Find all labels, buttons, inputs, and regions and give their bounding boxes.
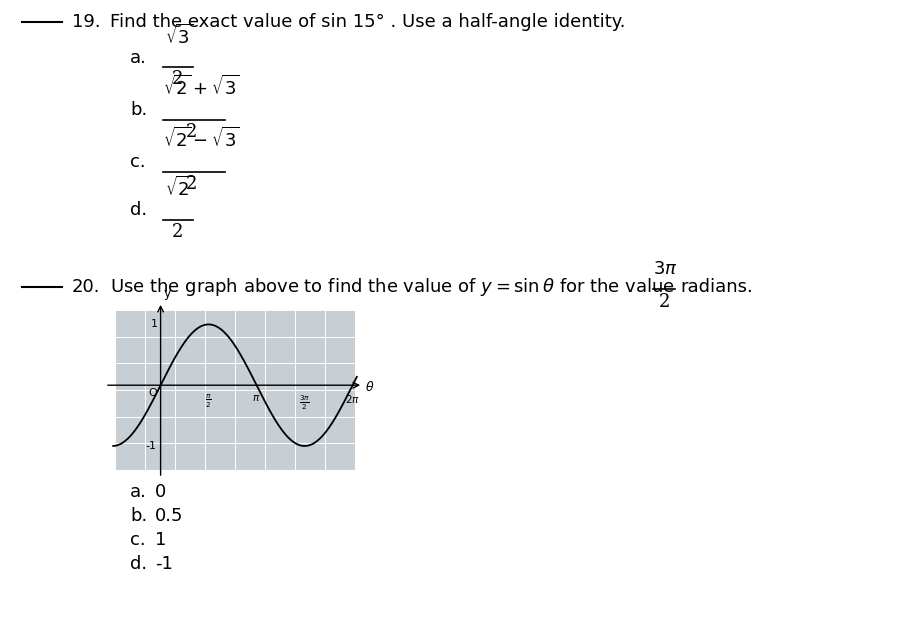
Text: d.: d. bbox=[130, 201, 147, 219]
Text: 19.: 19. bbox=[72, 13, 101, 31]
Text: 2: 2 bbox=[172, 70, 184, 88]
Text: 20.: 20. bbox=[72, 278, 101, 296]
Text: y: y bbox=[164, 287, 171, 300]
Text: 0.5: 0.5 bbox=[155, 507, 184, 525]
Text: radians.: radians. bbox=[680, 278, 753, 296]
Text: 2: 2 bbox=[659, 293, 670, 311]
Bar bbox=[115, 310, 355, 470]
Text: d.: d. bbox=[130, 555, 147, 573]
Text: $\frac{3\pi}{2}$: $\frac{3\pi}{2}$ bbox=[299, 393, 310, 412]
Text: b.: b. bbox=[130, 507, 147, 525]
Text: Use the graph above to find the value of $y = \sin\theta$ for the value: Use the graph above to find the value of… bbox=[110, 276, 675, 298]
Text: $\sqrt{2}+\sqrt{3}$: $\sqrt{2}+\sqrt{3}$ bbox=[163, 75, 239, 99]
Text: 2: 2 bbox=[172, 223, 184, 241]
Text: 0: 0 bbox=[155, 483, 166, 501]
Text: $\sqrt{2}$: $\sqrt{2}$ bbox=[165, 176, 194, 200]
Text: $\frac{\pi}{2}$: $\frac{\pi}{2}$ bbox=[206, 393, 212, 410]
Text: O: O bbox=[149, 388, 157, 398]
Text: c.: c. bbox=[130, 153, 145, 171]
Text: $\sqrt{3}$: $\sqrt{3}$ bbox=[165, 24, 194, 48]
Text: 2: 2 bbox=[186, 123, 197, 141]
Text: -1: -1 bbox=[145, 441, 156, 451]
Text: b.: b. bbox=[130, 101, 147, 119]
Text: 1: 1 bbox=[155, 531, 166, 549]
Text: a.: a. bbox=[130, 49, 147, 67]
Text: $\sqrt{2}-\sqrt{3}$: $\sqrt{2}-\sqrt{3}$ bbox=[163, 127, 239, 151]
Text: $\pi$: $\pi$ bbox=[252, 393, 260, 403]
Text: Find the exact value of sin 15° . Use a half-angle identity.: Find the exact value of sin 15° . Use a … bbox=[110, 13, 625, 31]
Text: $\theta$: $\theta$ bbox=[365, 380, 375, 394]
Text: a.: a. bbox=[130, 483, 147, 501]
Text: $2\pi$: $2\pi$ bbox=[345, 393, 360, 405]
Text: 2: 2 bbox=[186, 175, 197, 193]
Text: 1: 1 bbox=[151, 320, 157, 329]
Text: $3\pi$: $3\pi$ bbox=[653, 260, 677, 278]
Text: -1: -1 bbox=[155, 555, 173, 573]
Text: c.: c. bbox=[130, 531, 145, 549]
